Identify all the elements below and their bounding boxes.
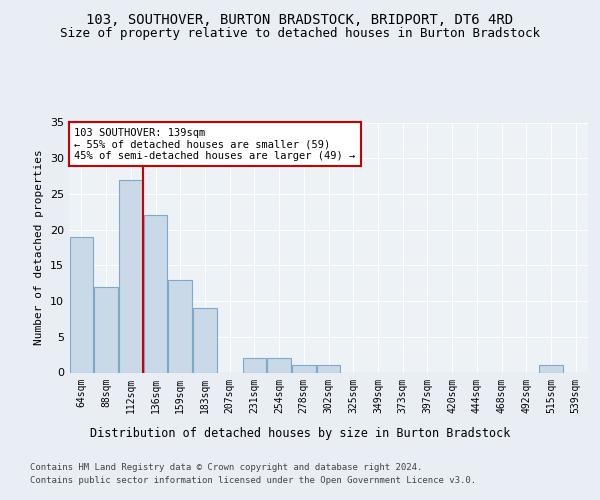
- Y-axis label: Number of detached properties: Number of detached properties: [34, 150, 44, 346]
- Text: Distribution of detached houses by size in Burton Bradstock: Distribution of detached houses by size …: [90, 428, 510, 440]
- Text: 103 SOUTHOVER: 139sqm
← 55% of detached houses are smaller (59)
45% of semi-deta: 103 SOUTHOVER: 139sqm ← 55% of detached …: [74, 128, 355, 160]
- Bar: [292, 366, 316, 372]
- Bar: [144, 216, 167, 372]
- Bar: [242, 358, 266, 372]
- Text: Size of property relative to detached houses in Burton Bradstock: Size of property relative to detached ho…: [60, 28, 540, 40]
- Bar: [317, 366, 340, 372]
- Bar: [539, 366, 563, 372]
- Bar: [94, 287, 118, 372]
- Text: 103, SOUTHOVER, BURTON BRADSTOCK, BRIDPORT, DT6 4RD: 103, SOUTHOVER, BURTON BRADSTOCK, BRIDPO…: [86, 12, 514, 26]
- Bar: [193, 308, 217, 372]
- Bar: [169, 280, 192, 372]
- Bar: [268, 358, 291, 372]
- Bar: [70, 237, 93, 372]
- Text: Contains HM Land Registry data © Crown copyright and database right 2024.: Contains HM Land Registry data © Crown c…: [30, 462, 422, 471]
- Bar: [119, 180, 143, 372]
- Text: Contains public sector information licensed under the Open Government Licence v3: Contains public sector information licen…: [30, 476, 476, 485]
